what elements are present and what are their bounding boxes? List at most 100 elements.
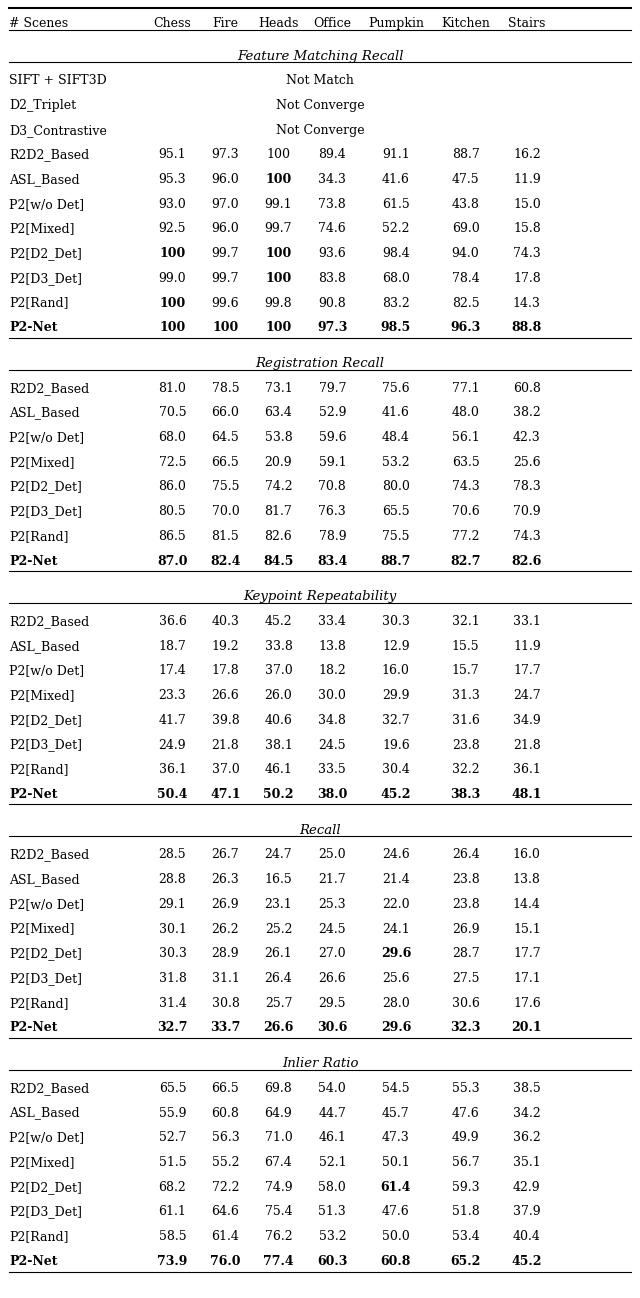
- Text: 31.1: 31.1: [212, 972, 239, 985]
- Text: 32.2: 32.2: [452, 763, 479, 776]
- Text: 70.0: 70.0: [212, 505, 239, 518]
- Text: Office: Office: [314, 17, 351, 30]
- Text: Not Match: Not Match: [286, 74, 354, 87]
- Text: 65.5: 65.5: [159, 1081, 186, 1094]
- Text: Not Converge: Not Converge: [276, 123, 364, 136]
- Text: P2[w/o Det]: P2[w/o Det]: [9, 197, 84, 210]
- Text: 42.9: 42.9: [513, 1181, 541, 1194]
- Text: 77.4: 77.4: [263, 1255, 294, 1268]
- Text: 22.0: 22.0: [382, 898, 410, 911]
- Text: 36.6: 36.6: [159, 615, 186, 628]
- Text: 48.4: 48.4: [382, 431, 410, 444]
- Text: 80.5: 80.5: [159, 505, 186, 518]
- Text: 16.2: 16.2: [513, 148, 541, 161]
- Text: 41.6: 41.6: [382, 406, 410, 419]
- Text: 13.8: 13.8: [513, 874, 541, 887]
- Text: ASL_Based: ASL_Based: [9, 406, 80, 419]
- Text: P2[Mixed]: P2[Mixed]: [9, 1157, 75, 1169]
- Text: 23.8: 23.8: [452, 874, 479, 887]
- Text: 81.0: 81.0: [159, 382, 186, 395]
- Text: 71.0: 71.0: [264, 1132, 292, 1145]
- Text: P2[D2_Det]: P2[D2_Det]: [9, 714, 82, 727]
- Text: 34.8: 34.8: [319, 714, 346, 727]
- Text: 74.6: 74.6: [319, 222, 346, 235]
- Text: P2-Net: P2-Net: [9, 321, 58, 334]
- Text: 61.4: 61.4: [212, 1231, 239, 1243]
- Text: 29.9: 29.9: [382, 689, 410, 702]
- Text: 84.5: 84.5: [263, 554, 294, 567]
- Text: Stairs: Stairs: [508, 17, 545, 30]
- Text: 99.0: 99.0: [159, 271, 186, 284]
- Text: 40.4: 40.4: [513, 1231, 541, 1243]
- Text: 98.4: 98.4: [382, 247, 410, 260]
- Text: 81.5: 81.5: [212, 530, 239, 543]
- Text: 47.6: 47.6: [382, 1206, 410, 1219]
- Text: 60.8: 60.8: [513, 382, 541, 395]
- Text: 16.5: 16.5: [264, 874, 292, 887]
- Text: 15.1: 15.1: [513, 923, 541, 936]
- Text: 100: 100: [266, 173, 292, 186]
- Text: 31.8: 31.8: [159, 972, 186, 985]
- Text: 32.3: 32.3: [451, 1022, 481, 1035]
- Text: Inlier Ratio: Inlier Ratio: [282, 1057, 358, 1070]
- Text: 36.2: 36.2: [513, 1132, 541, 1145]
- Text: 61.4: 61.4: [381, 1181, 411, 1194]
- Text: Feature Matching Recall: Feature Matching Recall: [237, 49, 403, 62]
- Text: 52.9: 52.9: [319, 406, 346, 419]
- Text: 45.2: 45.2: [381, 788, 411, 801]
- Text: 63.4: 63.4: [264, 406, 292, 419]
- Text: 96.3: 96.3: [451, 321, 481, 334]
- Text: P2[Mixed]: P2[Mixed]: [9, 923, 75, 936]
- Text: 20.9: 20.9: [264, 456, 292, 469]
- Text: 100: 100: [159, 247, 186, 260]
- Text: 52.1: 52.1: [319, 1157, 346, 1169]
- Text: 17.4: 17.4: [159, 665, 186, 678]
- Text: R2D2_Based: R2D2_Based: [9, 849, 90, 862]
- Text: 74.2: 74.2: [264, 480, 292, 493]
- Text: 23.8: 23.8: [452, 739, 479, 752]
- Text: ASL_Based: ASL_Based: [9, 1106, 80, 1120]
- Text: 23.3: 23.3: [159, 689, 186, 702]
- Text: 38.0: 38.0: [317, 788, 348, 801]
- Text: 44.7: 44.7: [319, 1106, 346, 1120]
- Text: 68.0: 68.0: [382, 271, 410, 284]
- Text: P2[w/o Det]: P2[w/o Det]: [9, 898, 84, 911]
- Text: 26.3: 26.3: [212, 874, 239, 887]
- Text: ASL_Based: ASL_Based: [9, 173, 80, 186]
- Text: P2[D2_Det]: P2[D2_Det]: [9, 1181, 82, 1194]
- Text: 65.5: 65.5: [382, 505, 410, 518]
- Text: 61.1: 61.1: [159, 1206, 186, 1219]
- Text: 100: 100: [266, 247, 292, 260]
- Text: 75.4: 75.4: [264, 1206, 292, 1219]
- Text: 46.1: 46.1: [319, 1132, 346, 1145]
- Text: 42.3: 42.3: [513, 431, 541, 444]
- Text: 78.5: 78.5: [212, 382, 239, 395]
- Text: 83.4: 83.4: [317, 554, 348, 567]
- Text: 31.3: 31.3: [452, 689, 479, 702]
- Text: 21.8: 21.8: [513, 739, 541, 752]
- Text: 52.7: 52.7: [159, 1132, 186, 1145]
- Text: 28.9: 28.9: [212, 948, 239, 961]
- Text: 25.7: 25.7: [265, 997, 292, 1010]
- Text: P2[D2_Det]: P2[D2_Det]: [9, 948, 82, 961]
- Text: 30.6: 30.6: [452, 997, 479, 1010]
- Text: 30.1: 30.1: [159, 923, 186, 936]
- Text: 29.1: 29.1: [159, 898, 186, 911]
- Text: 34.2: 34.2: [513, 1106, 541, 1120]
- Text: 17.7: 17.7: [513, 948, 541, 961]
- Text: 33.1: 33.1: [513, 615, 541, 628]
- Text: R2D2_Based: R2D2_Based: [9, 615, 90, 628]
- Text: P2[w/o Det]: P2[w/o Det]: [9, 1132, 84, 1145]
- Text: 15.0: 15.0: [513, 197, 541, 210]
- Text: 19.2: 19.2: [212, 640, 239, 653]
- Text: 76.0: 76.0: [210, 1255, 241, 1268]
- Text: 29.6: 29.6: [381, 948, 411, 961]
- Text: 79.7: 79.7: [319, 382, 346, 395]
- Text: 80.0: 80.0: [382, 480, 410, 493]
- Text: 76.3: 76.3: [319, 505, 346, 518]
- Text: D3_Contrastive: D3_Contrastive: [9, 123, 107, 136]
- Text: P2[D3_Det]: P2[D3_Det]: [9, 1206, 82, 1219]
- Text: 30.4: 30.4: [382, 763, 410, 776]
- Text: 88.7: 88.7: [381, 554, 411, 567]
- Text: 47.1: 47.1: [210, 788, 241, 801]
